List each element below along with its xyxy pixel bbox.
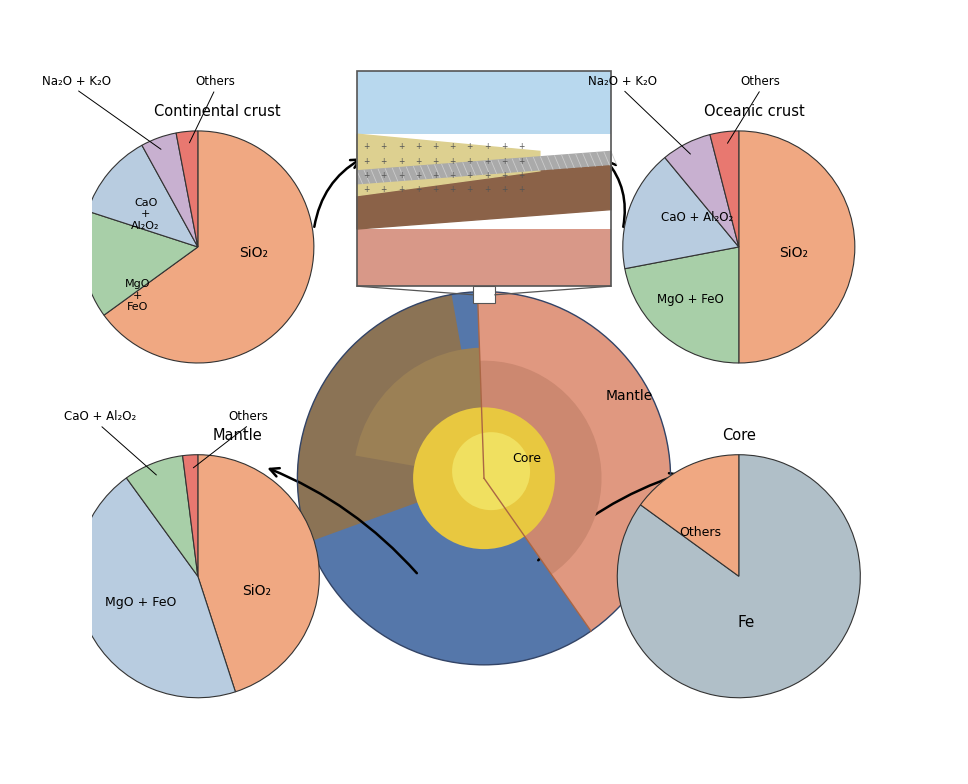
Wedge shape	[87, 145, 197, 247]
Wedge shape	[76, 478, 235, 698]
Text: SiO₂: SiO₂	[242, 584, 271, 598]
Text: +: +	[363, 143, 370, 151]
Text: Na₂O + K₂O: Na₂O + K₂O	[42, 74, 110, 88]
Text: +: +	[519, 157, 525, 165]
Wedge shape	[665, 135, 739, 247]
Wedge shape	[82, 211, 197, 315]
Polygon shape	[357, 151, 611, 183]
Wedge shape	[142, 133, 197, 247]
Text: +: +	[398, 185, 404, 194]
Wedge shape	[197, 455, 319, 691]
Text: +: +	[449, 157, 456, 165]
Text: +: +	[398, 143, 404, 151]
Text: Continental crust: Continental crust	[154, 104, 281, 119]
Text: +: +	[501, 157, 507, 165]
Text: +: +	[415, 171, 421, 180]
Wedge shape	[477, 292, 671, 631]
Bar	[357, 229, 611, 286]
Text: +: +	[484, 157, 491, 165]
Text: +: +	[484, 185, 491, 194]
Text: CaO + Al₂O₂: CaO + Al₂O₂	[661, 212, 733, 224]
Text: CaO
+
Al₂O₂: CaO + Al₂O₂	[132, 198, 160, 231]
Text: +: +	[467, 143, 473, 151]
Text: Core: Core	[722, 428, 756, 443]
Text: +: +	[449, 143, 456, 151]
Wedge shape	[176, 131, 197, 247]
Text: Others: Others	[679, 526, 721, 539]
Text: Fe: Fe	[738, 615, 755, 630]
Wedge shape	[127, 456, 197, 576]
Bar	[357, 71, 611, 286]
Text: Mantle: Mantle	[606, 389, 652, 403]
Text: Oceanic crust: Oceanic crust	[704, 104, 804, 119]
Text: +: +	[363, 171, 370, 180]
Text: +: +	[467, 157, 473, 165]
Text: +: +	[519, 185, 525, 194]
Text: +: +	[519, 143, 525, 151]
Text: +: +	[501, 185, 507, 194]
Text: +: +	[363, 185, 370, 194]
Text: +: +	[432, 157, 439, 165]
Text: +: +	[415, 157, 421, 165]
Wedge shape	[624, 247, 739, 363]
Wedge shape	[739, 131, 855, 363]
Text: +: +	[415, 185, 421, 194]
Text: +: +	[467, 171, 473, 180]
Text: +: +	[380, 185, 387, 194]
Text: Others: Others	[228, 410, 269, 423]
Text: +: +	[501, 171, 507, 180]
Circle shape	[452, 432, 530, 510]
Text: +: +	[380, 171, 387, 180]
Wedge shape	[641, 455, 739, 576]
Text: SiO₂: SiO₂	[239, 245, 268, 260]
Text: +: +	[363, 157, 370, 165]
Text: Mantle: Mantle	[212, 428, 262, 443]
Text: Others: Others	[196, 74, 235, 88]
Wedge shape	[480, 361, 601, 575]
Text: +: +	[501, 143, 507, 151]
Wedge shape	[710, 131, 739, 247]
Text: CaO + Al₂O₂: CaO + Al₂O₂	[64, 410, 136, 423]
Text: +: +	[380, 157, 387, 165]
Text: MgO
+
FeO: MgO + FeO	[125, 279, 150, 312]
Wedge shape	[618, 455, 861, 698]
Polygon shape	[357, 134, 540, 195]
Wedge shape	[104, 131, 314, 363]
Text: +: +	[484, 143, 491, 151]
Text: +: +	[519, 171, 525, 180]
Text: SiO₂: SiO₂	[779, 245, 808, 260]
Text: +: +	[432, 143, 439, 151]
Circle shape	[413, 408, 555, 549]
Bar	[357, 71, 611, 286]
Text: MgO + FeO: MgO + FeO	[656, 292, 723, 306]
Text: Na₂O + K₂O: Na₂O + K₂O	[589, 74, 657, 88]
Wedge shape	[622, 158, 739, 269]
Wedge shape	[355, 347, 506, 478]
Wedge shape	[297, 295, 484, 542]
Text: +: +	[415, 143, 421, 151]
Bar	[473, 286, 495, 303]
Text: +: +	[432, 185, 439, 194]
Text: Core: Core	[513, 452, 542, 465]
Text: +: +	[484, 171, 491, 180]
Bar	[357, 71, 611, 134]
Polygon shape	[357, 165, 611, 229]
Text: +: +	[449, 185, 456, 194]
Text: +: +	[467, 185, 473, 194]
Circle shape	[297, 292, 671, 665]
Text: +: +	[449, 171, 456, 180]
Wedge shape	[183, 455, 197, 576]
Text: +: +	[380, 143, 387, 151]
Text: +: +	[432, 171, 439, 180]
Text: Others: Others	[741, 74, 780, 88]
Text: +: +	[398, 171, 404, 180]
Text: MgO + FeO: MgO + FeO	[106, 597, 176, 609]
Text: +: +	[398, 157, 404, 165]
